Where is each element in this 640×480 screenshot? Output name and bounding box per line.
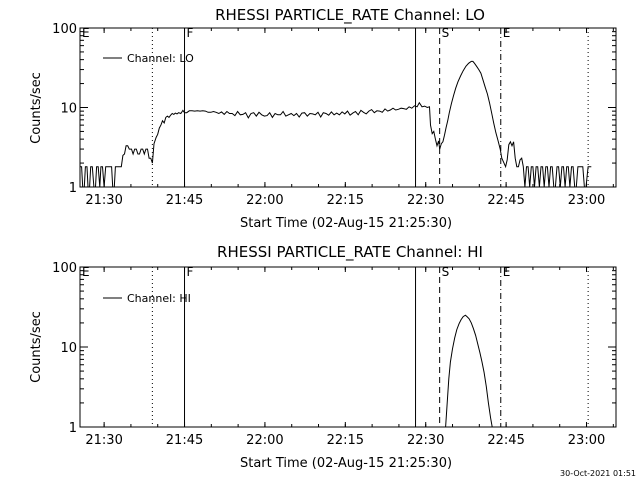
event-marker-label: S (442, 265, 450, 279)
event-marker-label: E (503, 265, 511, 279)
series-line (445, 314, 493, 428)
x-tick-label: 21:45 (166, 193, 203, 208)
x-tick-label: 21:30 (85, 433, 122, 448)
event-marker-label: E (82, 26, 90, 40)
chart-panel-lo: RHESSI PARTICLE_RATE Channel: LO Counts/… (29, 6, 617, 231)
x-tick-label: 21:45 (166, 433, 203, 448)
x-tick-label: 22:30 (407, 193, 444, 208)
x-axis-label: Start Time (02-Aug-15 21:25:30) (240, 216, 452, 231)
series-line (80, 60, 592, 188)
event-marker-label: F (187, 26, 194, 40)
x-tick-label: 23:00 (568, 433, 605, 448)
legend: Channel: LO (103, 52, 194, 65)
y-tick-label: 100 (52, 261, 77, 276)
y-tick-label: 1 (69, 181, 77, 196)
y-axis-label: Counts/sec (29, 311, 44, 383)
x-tick-label: 22:45 (487, 193, 524, 208)
legend: Channel: HI (103, 292, 191, 305)
y-tick-label: 1 (69, 421, 77, 436)
x-tick-label: 22:15 (327, 433, 364, 448)
event-marker-label: S (442, 26, 450, 40)
footer-timestamp: 30-Oct-2021 01:51 (560, 469, 636, 478)
x-tick-label: 22:00 (246, 193, 283, 208)
event-marker-label: E (503, 26, 511, 40)
y-tick-label: 100 (52, 22, 77, 37)
x-tick-label: 22:30 (407, 433, 444, 448)
x-tick-label: 22:45 (487, 433, 524, 448)
y-axis-label: Counts/sec (29, 72, 44, 144)
x-tick-label: 23:00 (568, 193, 605, 208)
chart-panel-hi: RHESSI PARTICLE_RATE Channel: HI Counts/… (29, 243, 617, 471)
chart-title: RHESSI PARTICLE_RATE Channel: HI (217, 243, 483, 262)
chart-title: RHESSI PARTICLE_RATE Channel: LO (215, 6, 485, 25)
event-marker-label: E (82, 265, 90, 279)
x-tick-label: 22:00 (246, 433, 283, 448)
event-marker-label: F (187, 265, 194, 279)
y-tick-label: 10 (60, 102, 77, 117)
legend-label: Channel: HI (127, 292, 191, 305)
x-tick-label: 21:30 (85, 193, 122, 208)
x-axis-label: Start Time (02-Aug-15 21:25:30) (240, 456, 452, 471)
x-tick-label: 22:15 (327, 193, 364, 208)
legend-label: Channel: LO (127, 52, 194, 65)
y-tick-label: 10 (60, 341, 77, 356)
